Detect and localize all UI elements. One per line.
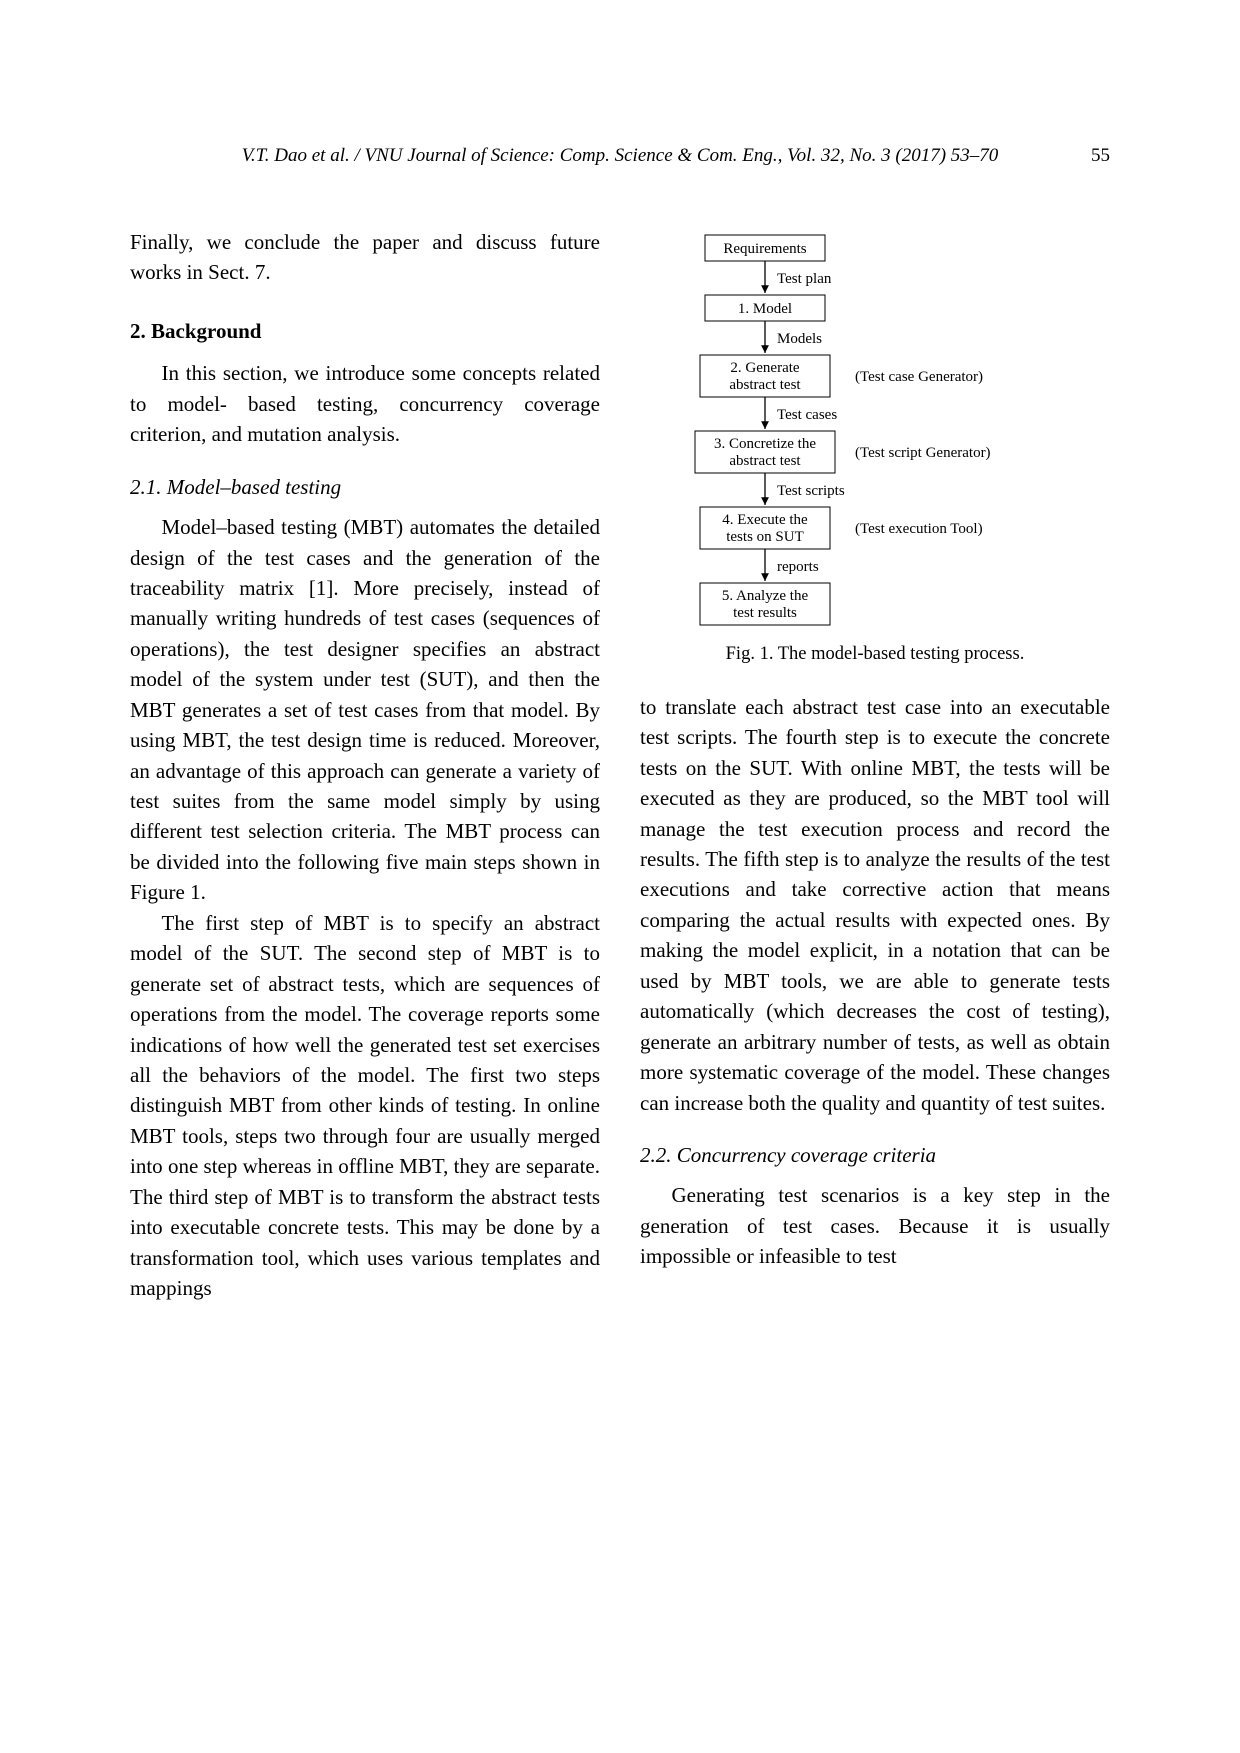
section-2-intro: In this section, we introduce some conce… <box>130 358 600 449</box>
svg-text:abstract test: abstract test <box>729 377 801 393</box>
svg-text:(Test case Generator): (Test case Generator) <box>855 369 983 385</box>
section-2-2-heading: 2.2. Concurrency coverage criteria <box>640 1140 1110 1170</box>
figure-1-caption: Fig. 1. The model-based testing process. <box>640 641 1110 668</box>
svg-text:Test scripts: Test scripts <box>777 483 845 499</box>
intro-tail-paragraph: Finally, we conclude the paper and discu… <box>130 227 600 288</box>
svg-text:Models: Models <box>777 331 822 347</box>
svg-text:test results: test results <box>733 605 797 621</box>
figure-1: Requirements Test plan 1. Model Models 2. Ge… <box>640 227 1110 668</box>
right-col-p1: to translate each abstract test case int… <box>640 692 1110 1118</box>
header-text: V.T. Dao et al. / VNU Journal of Science… <box>242 145 999 166</box>
svg-text:1. Model: 1. Model <box>738 301 792 317</box>
svg-text:5. Analyze the: 5. Analyze the <box>722 588 809 604</box>
svg-text:3. Concretize the: 3. Concretize the <box>714 436 816 452</box>
svg-text:Test cases: Test cases <box>777 407 837 423</box>
section-2-heading: 2. Background <box>130 316 600 346</box>
svg-text:tests on SUT: tests on SUT <box>726 529 804 545</box>
svg-text:(Test script Generator): (Test script Generator) <box>855 445 991 461</box>
section-2-1-heading: 2.1. Model–based testing <box>130 472 600 502</box>
running-header: V.T. Dao et al. / VNU Journal of Science… <box>130 145 1110 167</box>
svg-text:Requirements: Requirements <box>723 241 806 257</box>
svg-text:reports: reports <box>777 559 819 575</box>
svg-text:Test plan: Test plan <box>777 271 832 287</box>
section-2-1-p1: Model–based testing (MBT) automates the … <box>130 512 600 908</box>
left-column: Finally, we conclude the paper and discu… <box>130 227 600 1303</box>
page-number: 55 <box>1091 145 1110 167</box>
svg-text:abstract test: abstract test <box>729 453 801 469</box>
figure-1-svg: Requirements Test plan 1. Model Models 2. Ge… <box>655 227 1095 627</box>
section-2-2-p1: Generating test scenarios is a key step … <box>640 1180 1110 1271</box>
section-2-1-p2: The first step of MBT is to specify an a… <box>130 908 600 1304</box>
svg-text:(Test execution Tool): (Test execution Tool) <box>855 521 983 537</box>
svg-text:2. Generate: 2. Generate <box>730 360 799 376</box>
right-column: Requirements Test plan 1. Model Models 2. Ge… <box>640 227 1110 1303</box>
svg-text:4. Execute the: 4. Execute the <box>722 512 808 528</box>
